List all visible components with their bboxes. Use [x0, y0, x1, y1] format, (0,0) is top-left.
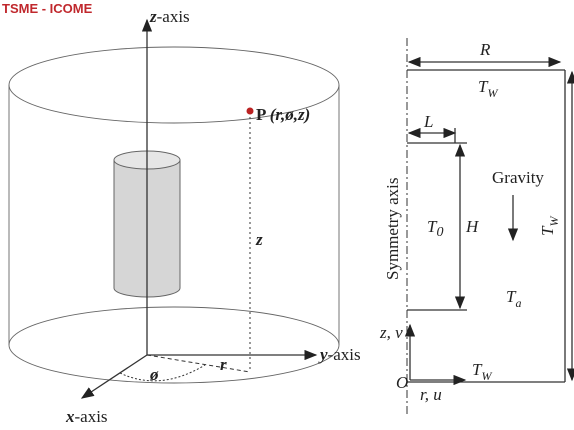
x-axis-suffix: -axis: [75, 407, 108, 426]
y-axis-label: y-axis: [318, 345, 361, 364]
z-label: z: [255, 230, 263, 249]
ru-label: r, u: [420, 385, 442, 404]
t-bottom: TW: [472, 360, 492, 383]
h-dimension: H: [465, 217, 480, 236]
x-axis-var: x: [65, 407, 75, 426]
l-dimension: L: [423, 112, 433, 131]
symmetry-axis-label: Symmetry axis: [383, 178, 402, 280]
point-label: P (r,ø,z): [256, 105, 310, 124]
origin-label: O: [396, 373, 408, 392]
watermark: TSME - ICOME: [2, 1, 93, 16]
point-coords: (r,ø,z): [270, 105, 311, 124]
t0-label: T0: [427, 217, 443, 240]
domain-figure: R TW L Symmetry axis Gravity T0 H TW Ta …: [379, 38, 572, 415]
t-sub: 0: [436, 225, 443, 240]
ta-label: Ta: [506, 287, 521, 310]
t-right: TW: [538, 216, 561, 236]
t-sub: a: [515, 296, 521, 310]
t-sub: W: [487, 86, 498, 100]
x-axis-label: x-axis: [65, 407, 108, 426]
point-name: P: [256, 105, 266, 124]
z-axis-label: z-axis: [149, 7, 190, 26]
t-top: TW: [478, 77, 498, 100]
diagram: TSME - ICOME z-axis P (r,ø,z) z r ø y-ax…: [0, 0, 574, 430]
gravity-label: Gravity: [492, 168, 544, 187]
t-sub: W: [547, 216, 561, 227]
r-label: r: [220, 355, 227, 374]
y-axis-var: y: [318, 345, 328, 364]
y-axis-suffix: -axis: [328, 345, 361, 364]
z-axis-suffix: -axis: [157, 7, 190, 26]
cylinder-figure: z-axis P (r,ø,z) z r ø y-axis x-axis: [9, 7, 361, 426]
t-sub: W: [481, 369, 492, 383]
zv-label: z, v: [379, 323, 403, 342]
r-dimension: R: [479, 40, 491, 59]
phi-label: ø: [149, 365, 159, 384]
